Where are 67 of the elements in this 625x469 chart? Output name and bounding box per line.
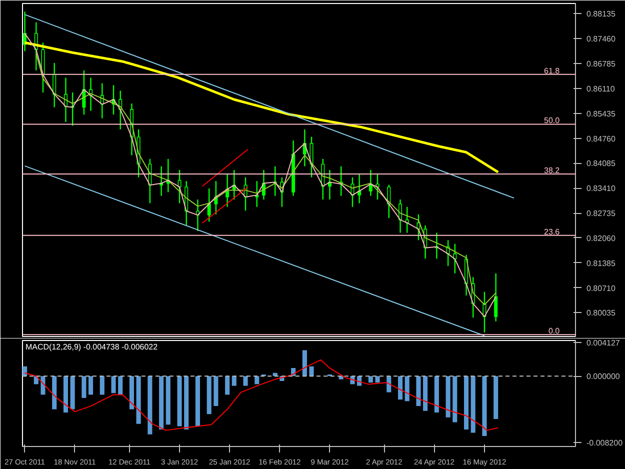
bar xyxy=(129,376,134,410)
bar xyxy=(464,376,469,430)
bar xyxy=(416,376,421,406)
y-tick-label: 0.004127 xyxy=(586,338,620,348)
bar xyxy=(434,376,439,413)
candlestick xyxy=(178,169,182,204)
y-tick-label: 0.86785 xyxy=(586,59,616,68)
bar xyxy=(214,376,218,406)
bar xyxy=(82,376,86,398)
candlestick xyxy=(207,188,211,222)
line-series xyxy=(24,359,499,431)
annotation: 50.0 xyxy=(544,116,560,126)
y-tick-label: 0.86110 xyxy=(586,84,616,94)
bar xyxy=(232,376,236,386)
bar xyxy=(482,376,487,436)
bar xyxy=(446,376,450,418)
y-tick-label: 0.85435 xyxy=(586,109,616,118)
bar xyxy=(206,376,212,414)
y-tick-label: 0.84085 xyxy=(586,159,616,168)
y-tick-label: 0.83410 xyxy=(586,184,616,194)
y-tick-label: 0.82060 xyxy=(586,234,616,243)
bar xyxy=(111,376,116,394)
bar xyxy=(148,376,152,434)
y-tick-label: 0.81385 xyxy=(586,258,616,268)
bar xyxy=(184,376,189,430)
y-tick-label: 0.87460 xyxy=(586,34,616,44)
bar xyxy=(136,376,141,424)
bar xyxy=(404,376,410,402)
bar xyxy=(309,366,314,376)
bar xyxy=(118,376,123,395)
annotation: 38.2 xyxy=(544,166,560,176)
candlestick xyxy=(310,136,314,178)
y-tick-label: 0.84760 xyxy=(586,134,616,144)
y-tick-label: -0.008200 xyxy=(586,438,624,448)
bar xyxy=(52,376,57,410)
bar xyxy=(225,376,230,395)
bar xyxy=(63,376,68,413)
chart-title: MACD(12,26,9) -0.004738 -0.006022 xyxy=(26,342,158,352)
bar xyxy=(159,376,164,430)
bar xyxy=(177,376,182,426)
bar xyxy=(88,376,94,395)
annotation: 0.0 xyxy=(548,326,560,336)
annotation: 23.6 xyxy=(544,227,560,236)
bar xyxy=(302,350,307,376)
bar xyxy=(423,376,428,411)
bar xyxy=(398,376,403,400)
bar xyxy=(195,376,200,426)
y-tick-label: 0.82735 xyxy=(586,209,616,218)
candlestick xyxy=(376,173,380,200)
bar xyxy=(452,376,458,422)
bar xyxy=(100,376,104,395)
bar xyxy=(470,376,476,433)
bar xyxy=(494,376,498,419)
bar xyxy=(386,376,392,392)
bar xyxy=(166,376,170,425)
bar xyxy=(70,376,75,410)
bar xyxy=(375,376,380,383)
bar xyxy=(40,376,46,395)
y-tick-label: 0.80035 xyxy=(586,308,616,318)
y-tick-label: 0.000000 xyxy=(586,372,620,382)
y-tick-label: 0.88135 xyxy=(586,10,616,19)
candlestick xyxy=(494,272,498,322)
bar xyxy=(254,376,260,384)
bar xyxy=(368,376,373,383)
bar xyxy=(243,376,248,386)
y-tick-label: 0.80710 xyxy=(586,284,616,293)
annotation: 61.8 xyxy=(544,66,560,76)
